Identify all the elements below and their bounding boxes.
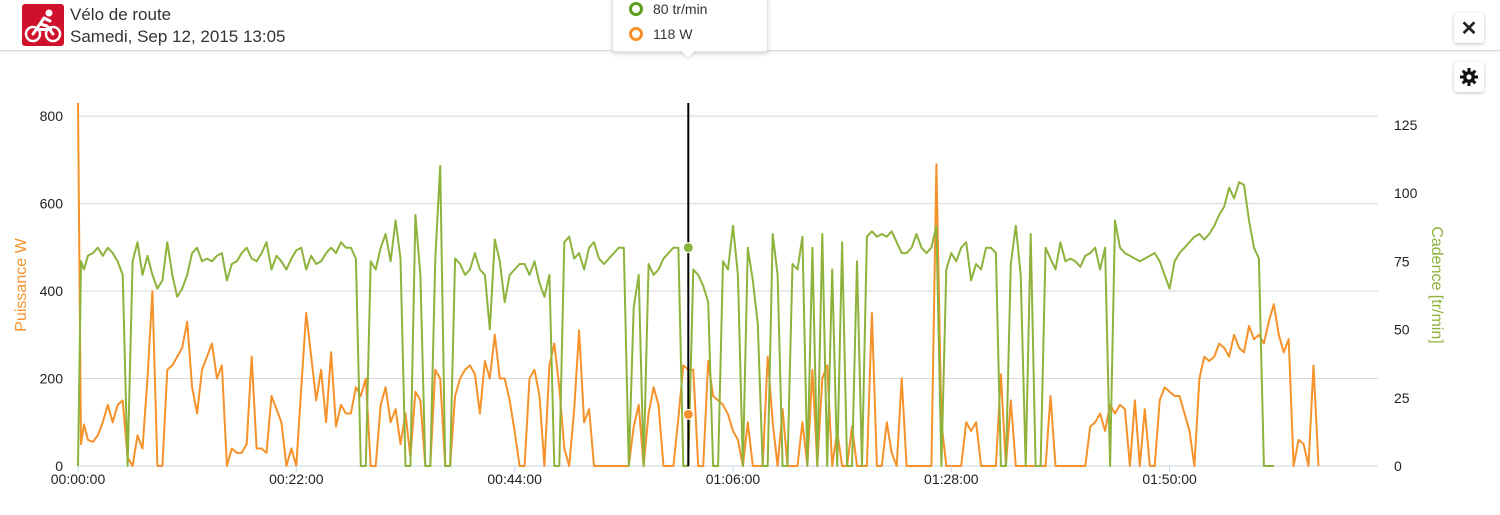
x-axis-ticks: 00:00:00 00:22:00 00:44:00 01:06:00 01:28:00… bbox=[51, 466, 1197, 487]
right-tick-label: 75 bbox=[1394, 253, 1410, 269]
right-tick-label: 0 bbox=[1394, 458, 1402, 474]
left-tick-label: 200 bbox=[40, 371, 64, 387]
gear-icon bbox=[1460, 68, 1478, 86]
left-tick-label: 0 bbox=[55, 458, 63, 474]
chart-tooltip: 80 tr/min 118 W bbox=[612, 0, 768, 52]
x-tick-label: 01:28:00 bbox=[924, 471, 979, 487]
right-tick-label: 50 bbox=[1394, 322, 1410, 338]
power-marker-icon bbox=[629, 27, 643, 41]
tooltip-power-value: 118 W bbox=[653, 26, 693, 42]
close-button[interactable]: ✕ bbox=[1454, 13, 1484, 43]
right-tick-label: 25 bbox=[1394, 390, 1410, 406]
chart-grid bbox=[78, 115, 1378, 467]
cycling-icon bbox=[22, 4, 64, 46]
left-axis-ticks: 0 200 400 600 800 bbox=[40, 108, 64, 474]
chart-cursor bbox=[682, 103, 694, 466]
right-axis-ticks: 0 25 50 75 100 125 bbox=[1394, 117, 1418, 474]
series-line-puissance bbox=[77, 102, 1320, 467]
left-tick-label: 400 bbox=[40, 283, 64, 299]
left-tick-label: 600 bbox=[40, 196, 64, 212]
close-icon: ✕ bbox=[1460, 17, 1478, 40]
tooltip-cadence-value: 80 tr/min bbox=[653, 1, 708, 17]
activity-title: Vélo de route bbox=[70, 5, 172, 24]
tooltip-cadence-row: 80 tr/min bbox=[629, 1, 707, 17]
right-tick-label: 100 bbox=[1394, 185, 1418, 201]
activity-date: Samedi, Sep 12, 2015 13:05 bbox=[70, 27, 286, 46]
right-tick-label: 125 bbox=[1394, 117, 1418, 133]
x-tick-label: 01:50:00 bbox=[1142, 471, 1197, 487]
right-axis-label: Cadence [tr/min] bbox=[1428, 226, 1445, 343]
x-tick-label: 00:00:00 bbox=[51, 471, 106, 487]
cursor-point-cadence bbox=[682, 242, 694, 254]
series-line-cadence bbox=[77, 164, 1274, 467]
cadence-marker-icon bbox=[629, 2, 643, 16]
settings-button[interactable] bbox=[1454, 62, 1484, 92]
tooltip-power-row: 118 W bbox=[629, 26, 692, 42]
chart-series bbox=[77, 102, 1320, 467]
left-tick-label: 800 bbox=[40, 108, 64, 124]
x-tick-label: 00:44:00 bbox=[487, 471, 542, 487]
tooltip-arrow bbox=[680, 50, 696, 58]
left-axis-label: Puissance W bbox=[13, 237, 30, 331]
x-tick-label: 01:06:00 bbox=[706, 471, 761, 487]
x-tick-label: 00:22:00 bbox=[269, 471, 324, 487]
cursor-point-power bbox=[682, 408, 694, 420]
